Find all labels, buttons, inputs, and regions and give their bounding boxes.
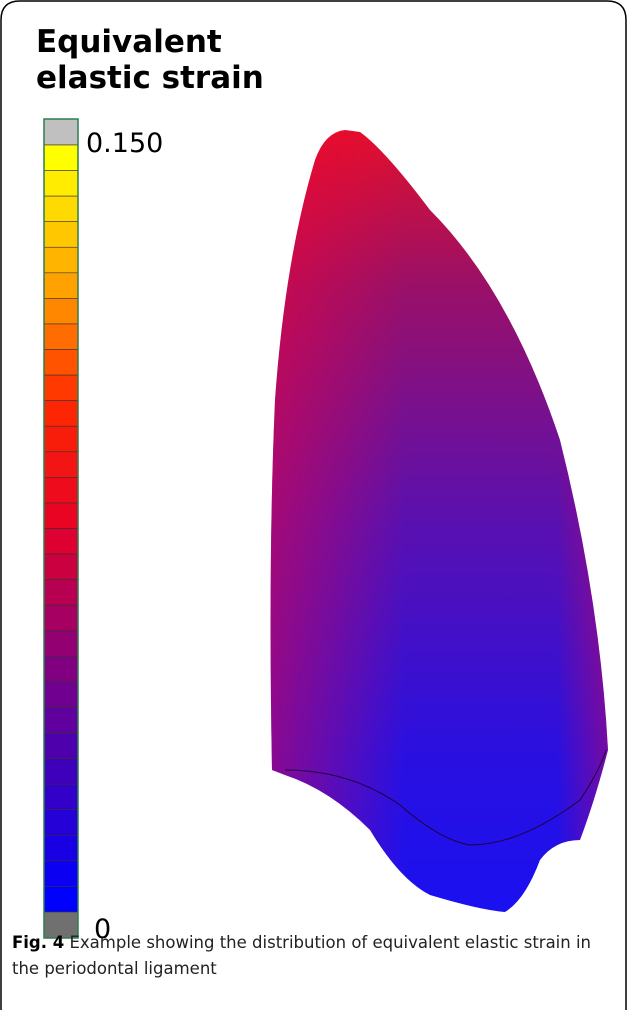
colorbar-band [44,273,78,299]
colorbar-band [44,835,78,861]
title-line: elastic strain [36,60,264,96]
colorbar [44,119,78,938]
colorbar-band [44,452,78,478]
colorbar-band [44,350,78,376]
colorbar-band [44,733,78,759]
colorbar-band [44,707,78,733]
colorbar-band [44,401,78,427]
colorbar-band [44,810,78,836]
colorbar-band [44,682,78,708]
colorbar-band [44,503,78,529]
tooth-image [271,130,608,912]
colorbar-band [44,886,78,912]
legend-max-label: 0.150 [86,128,163,159]
colorbar-band [44,784,78,810]
colorbar-band [44,324,78,350]
colorbar-band [44,580,78,606]
colorbar-band [44,145,78,171]
colorbar-band [44,656,78,682]
title-line: Equivalent [36,24,222,60]
caption-label: Fig. 4 [12,933,64,952]
colorbar-band [44,375,78,401]
colorbar-band [44,605,78,631]
colorbar-band [44,222,78,248]
colorbar-band [44,298,78,324]
colorbar-band [44,554,78,580]
colorbar-band [44,631,78,657]
colorbar-band [44,426,78,452]
colorbar-band [44,477,78,503]
colorbar-band [44,119,78,145]
colorbar-band [44,861,78,887]
figure: Equivalent elastic strain 0.150 0 [0,0,627,1010]
colorbar-band [44,759,78,785]
colorbar-band [44,529,78,555]
colorbar-band [44,247,78,273]
caption-text: Example showing the distribution of equi… [12,933,591,978]
colorbar-band [44,196,78,222]
colorbar-band [44,171,78,197]
caption: Fig. 4 Example showing the distribution … [12,930,612,982]
